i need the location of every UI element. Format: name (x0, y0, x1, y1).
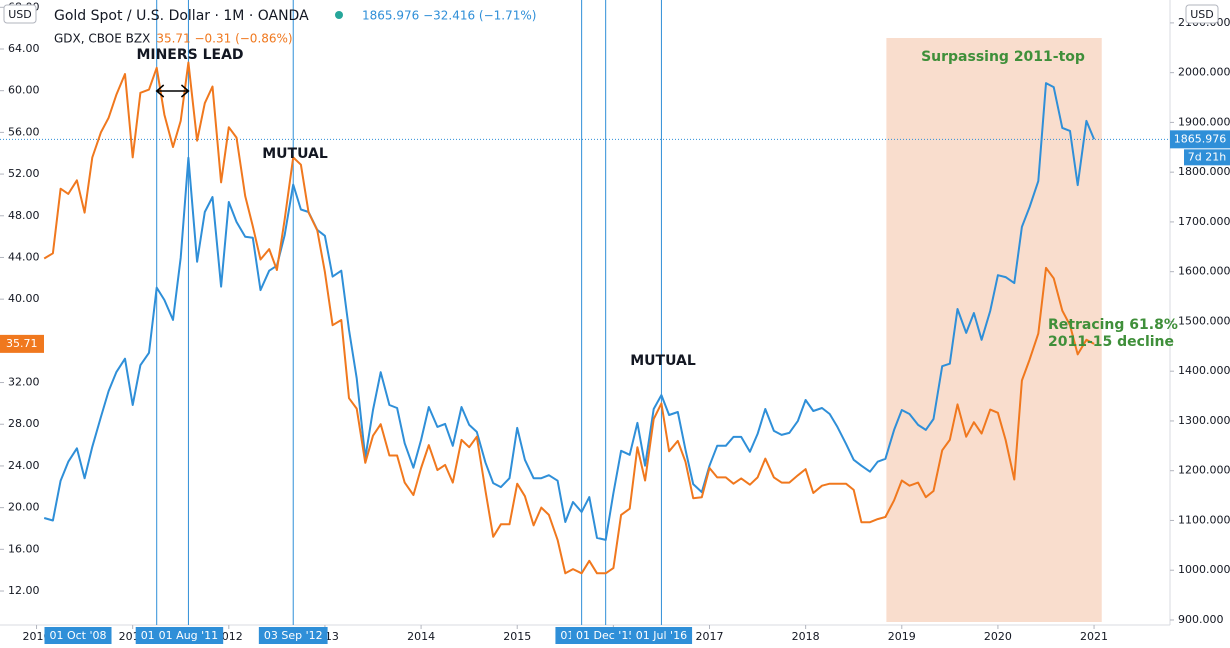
price-tag-box (1170, 130, 1230, 149)
annotation: MINERS LEAD (136, 47, 243, 63)
status-dot (335, 11, 343, 19)
price-tag-box (0, 334, 44, 353)
y-tick-label: 64.00 (8, 42, 40, 55)
y2-tick-label: 1100.000 (1178, 513, 1230, 526)
annotation: MUTUAL (630, 353, 696, 369)
series-line (43, 82, 1096, 541)
highlight-zone (886, 38, 1102, 622)
marker-label: 01 Dec '15 (576, 629, 635, 642)
y-tick-label: 32.00 (8, 376, 40, 389)
x-tick-label: 2018 (792, 630, 820, 643)
x-tick-label: 2019 (888, 630, 916, 643)
plot-layer (43, 61, 1096, 575)
marker-label-box (571, 627, 641, 644)
marker-label: 03 Sep '12 (264, 629, 323, 642)
currency-box (3, 4, 37, 24)
gdx-quote: 35.71 −0.31 (−0.86%) (156, 32, 292, 46)
currency-label: USD (8, 8, 32, 21)
annotation: Retracing 61.8% (1048, 317, 1178, 333)
y-tick-label: 28.00 (8, 417, 40, 430)
cursor-label-box (44, 627, 112, 644)
y2-tick-label: 1500.000 (1178, 314, 1230, 327)
y2-tick-label: 1000.000 (1178, 563, 1230, 576)
y-tick-label: 40.00 (8, 292, 40, 305)
countdown-box (1184, 149, 1230, 166)
x-tick-label: 2015 (503, 630, 531, 643)
gold-quote: 1865.976 −32.416 (−1.71%) (362, 9, 536, 23)
y-tick-label: 48.00 (8, 209, 40, 222)
cursor-label: 01 Oct '08 (49, 629, 106, 642)
currency-box (1185, 4, 1219, 24)
marker-label: 01 Aug '11 (159, 629, 219, 642)
price-tag: 1865.976 (1174, 132, 1227, 145)
y2-tick-label: 1400.000 (1178, 364, 1230, 377)
marker-label-box (258, 627, 328, 644)
y2-tick-label: 1800.000 (1178, 165, 1230, 178)
countdown: 7d 21h (1188, 150, 1226, 163)
y-tick-label: 52.00 (8, 167, 40, 180)
marker-label-box (153, 627, 224, 644)
y2-tick-label: 1700.000 (1178, 215, 1230, 228)
y2-tick-label: 1900.000 (1178, 115, 1230, 128)
x-tick-label: 2010 (23, 630, 51, 643)
y-tick-label: 56.00 (8, 125, 40, 138)
y-tick-label: 60.00 (8, 84, 40, 97)
y-tick-label: 12.00 (8, 584, 40, 597)
marker-label: 01 Jul '16 (636, 629, 687, 642)
x-tick-label: 2020 (984, 630, 1012, 643)
y-tick-label: 20.00 (8, 501, 40, 514)
y-tick-label: 16.00 (8, 542, 40, 555)
series-line (43, 61, 1095, 575)
annotation: 2011-15 decline (1048, 334, 1174, 350)
x-tick-label: 2014 (407, 630, 435, 643)
y-tick-label: 44.00 (8, 250, 40, 263)
y2-tick-label: 900.000 (1178, 613, 1224, 626)
y2-tick-label: 1300.000 (1178, 414, 1230, 427)
double-arrow (155, 84, 190, 98)
legend-name: GDX, CBOE BZX (54, 32, 150, 46)
chart-title: Gold Spot / U.S. Dollar · 1M · OANDA (54, 8, 309, 24)
x-tick-label: 2021 (1080, 630, 1108, 643)
y-tick-label: 24.00 (8, 459, 40, 472)
y2-tick-label: 2000.000 (1178, 66, 1230, 79)
annotation: MUTUAL (262, 146, 328, 162)
annotation: Surpassing 2011-top (921, 49, 1085, 65)
y2-tick-label: 1600.000 (1178, 265, 1230, 278)
price-tag: 35.71 (6, 337, 38, 350)
currency-label: USD (1190, 8, 1214, 21)
y2-tick-label: 1200.000 (1178, 464, 1230, 477)
marker-label-box (630, 627, 693, 644)
x-tick-label: 2017 (695, 630, 723, 643)
